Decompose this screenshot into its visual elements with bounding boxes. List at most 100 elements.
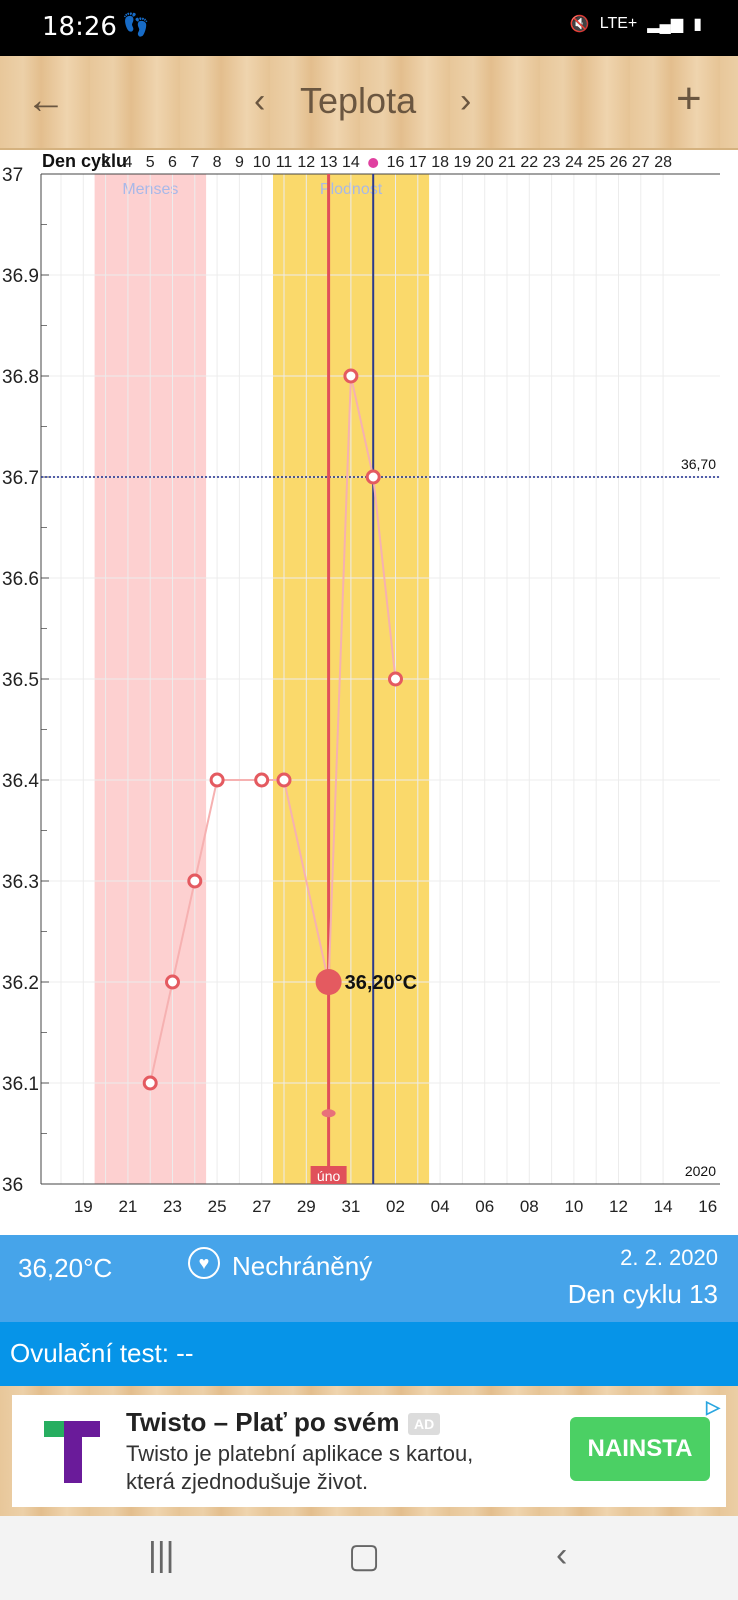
ovulation-marker-icon bbox=[368, 158, 379, 168]
bottom-tick-label: 02 bbox=[386, 1197, 405, 1216]
top-tick-label: 24 bbox=[565, 154, 583, 171]
ad-title: Twisto – Plať po svém bbox=[126, 1407, 400, 1437]
chevron-left-icon[interactable]: ‹ bbox=[254, 82, 266, 120]
info-panel: 36,20°C ♥ Nechráněný 2. 2. 2020 Den cykl… bbox=[0, 1235, 738, 1322]
year-label: 2020 bbox=[685, 1163, 716, 1179]
selected-temperature-point bbox=[315, 969, 342, 995]
top-tick-label: 10 bbox=[253, 154, 271, 171]
bottom-tick-label: 29 bbox=[297, 1197, 316, 1216]
network-label: LTE+ bbox=[599, 15, 638, 32]
heart-icon: ♥ bbox=[188, 1247, 220, 1279]
top-tick-label: 6 bbox=[168, 154, 177, 171]
month-marker-label: úno bbox=[317, 1168, 341, 1184]
bottom-tick-label: 10 bbox=[564, 1197, 583, 1216]
top-tick-label: 21 bbox=[498, 154, 516, 171]
top-tick-label: 25 bbox=[587, 154, 605, 171]
top-tick-label: 7 bbox=[190, 154, 199, 171]
top-tick-label: 20 bbox=[476, 154, 494, 171]
footsteps-icon: 👣 bbox=[122, 12, 150, 37]
protection-status: Nechráněný bbox=[232, 1251, 373, 1281]
bottom-tick-label: 16 bbox=[698, 1197, 717, 1216]
coverline-label: 36,70 bbox=[681, 456, 716, 472]
temperature-point bbox=[365, 469, 381, 485]
chevron-right-icon[interactable]: › bbox=[460, 82, 472, 120]
temperature-point bbox=[165, 974, 180, 990]
bottom-tick-label: 31 bbox=[341, 1197, 360, 1216]
ad-banner: Twisto – Plať po svém AD Twisto je plate… bbox=[0, 1386, 738, 1516]
top-tick-label: 4 bbox=[123, 154, 132, 171]
twisto-logo bbox=[44, 1421, 100, 1483]
y-tick-label: 36.4 bbox=[2, 771, 39, 792]
top-tick-label: 3 bbox=[101, 154, 110, 171]
selected-temperature: 36,20°C bbox=[18, 1253, 113, 1283]
note-marker bbox=[321, 1109, 336, 1118]
bottom-tick-label: 19 bbox=[74, 1197, 93, 1216]
top-tick-label: 8 bbox=[213, 154, 222, 171]
back-icon[interactable]: ‹ bbox=[556, 1536, 568, 1574]
temperature-point bbox=[209, 772, 225, 788]
bottom-tick-label: 08 bbox=[520, 1197, 539, 1216]
top-tick-label: 23 bbox=[543, 154, 561, 171]
y-tick-label: 36.9 bbox=[2, 266, 39, 287]
month-marker-badge bbox=[310, 1166, 347, 1184]
top-axis-label: Den cyklu bbox=[42, 151, 127, 171]
top-tick-label: 14 bbox=[342, 154, 360, 171]
recents-icon[interactable]: ||| bbox=[148, 1536, 175, 1574]
y-tick-label: 36 bbox=[2, 1175, 23, 1196]
ad-card[interactable]: Twisto – Plať po svém AD Twisto je plate… bbox=[12, 1395, 726, 1507]
home-icon[interactable]: ▢ bbox=[348, 1537, 381, 1575]
status-bar: 18:26 👣 🔇 LTE+ ▂▄▆ ▮ bbox=[0, 0, 738, 56]
top-tick-label: 17 bbox=[409, 154, 427, 171]
ovulation-test-label: Ovulační test: -- bbox=[10, 1338, 194, 1368]
signal-icon: ▂▄▆ bbox=[647, 16, 684, 33]
y-tick-label: 36.3 bbox=[2, 872, 39, 893]
bottom-tick-label: 25 bbox=[208, 1197, 227, 1216]
ovulation-test-panel[interactable]: Ovulační test: -- bbox=[0, 1322, 738, 1386]
top-tick-label: 18 bbox=[431, 154, 449, 171]
temperature-point bbox=[142, 1075, 158, 1091]
ad-badge: AD bbox=[408, 1413, 441, 1435]
ad-choices-icon[interactable]: ▷ bbox=[706, 1397, 720, 1417]
top-tick-label: 22 bbox=[520, 154, 538, 171]
page-title: Teplota bbox=[300, 80, 417, 121]
mute-icon: 🔇 bbox=[569, 16, 590, 33]
selected-date: 2. 2. 2020 bbox=[620, 1245, 718, 1270]
ad-install-button[interactable]: NAINSTA bbox=[570, 1417, 710, 1481]
top-tick-label: 19 bbox=[454, 154, 472, 171]
bottom-tick-label: 14 bbox=[654, 1197, 673, 1216]
battery-icon: ▮ bbox=[693, 16, 702, 33]
ad-description-line: Twisto je platební aplikace s kartou, bbox=[126, 1441, 474, 1466]
temperature-point bbox=[343, 368, 359, 384]
top-tick-label: 28 bbox=[654, 154, 672, 171]
temperature-line bbox=[149, 375, 397, 1084]
y-tick-label: 36.2 bbox=[2, 973, 39, 994]
status-time: 18:26 bbox=[42, 12, 117, 42]
plus-icon[interactable]: + bbox=[676, 74, 702, 123]
top-tick-label: 16 bbox=[387, 154, 405, 171]
top-tick-label: 9 bbox=[235, 154, 244, 171]
arrow-left-icon[interactable]: ← bbox=[26, 78, 66, 122]
y-tick-label: 37 bbox=[2, 165, 23, 186]
bottom-tick-label: 12 bbox=[609, 1197, 628, 1216]
y-tick-label: 36.5 bbox=[2, 670, 39, 691]
y-tick-label: 36.6 bbox=[2, 569, 39, 590]
bottom-tick-label: 27 bbox=[252, 1197, 271, 1216]
ad-description-line: která zjednodušuje život. bbox=[126, 1469, 369, 1494]
temperature-point bbox=[276, 772, 292, 788]
temperature-point bbox=[187, 873, 203, 889]
y-tick-label: 36.1 bbox=[2, 1074, 39, 1095]
bottom-tick-label: 23 bbox=[163, 1197, 182, 1216]
top-tick-label: 12 bbox=[297, 154, 315, 171]
cycle-day: Den cyklu 13 bbox=[567, 1279, 718, 1309]
top-tick-label: 26 bbox=[610, 154, 628, 171]
y-tick-label: 36.8 bbox=[2, 367, 39, 388]
top-tick-label: 27 bbox=[632, 154, 650, 171]
bottom-tick-label: 06 bbox=[475, 1197, 494, 1216]
bottom-tick-label: 04 bbox=[431, 1197, 450, 1216]
status-icons: 🔇 LTE+ ▂▄▆ ▮ bbox=[570, 14, 702, 34]
toolbar: ← ‹ Teplota › + bbox=[0, 56, 738, 150]
temperature-chart[interactable]: Menses Plodnost3736.936.836.736.636.536.4… bbox=[0, 150, 738, 1235]
system-nav-bar: ||| ▢ ‹ bbox=[0, 1516, 738, 1600]
temperature-point bbox=[388, 671, 403, 687]
temperature-point bbox=[254, 772, 270, 788]
